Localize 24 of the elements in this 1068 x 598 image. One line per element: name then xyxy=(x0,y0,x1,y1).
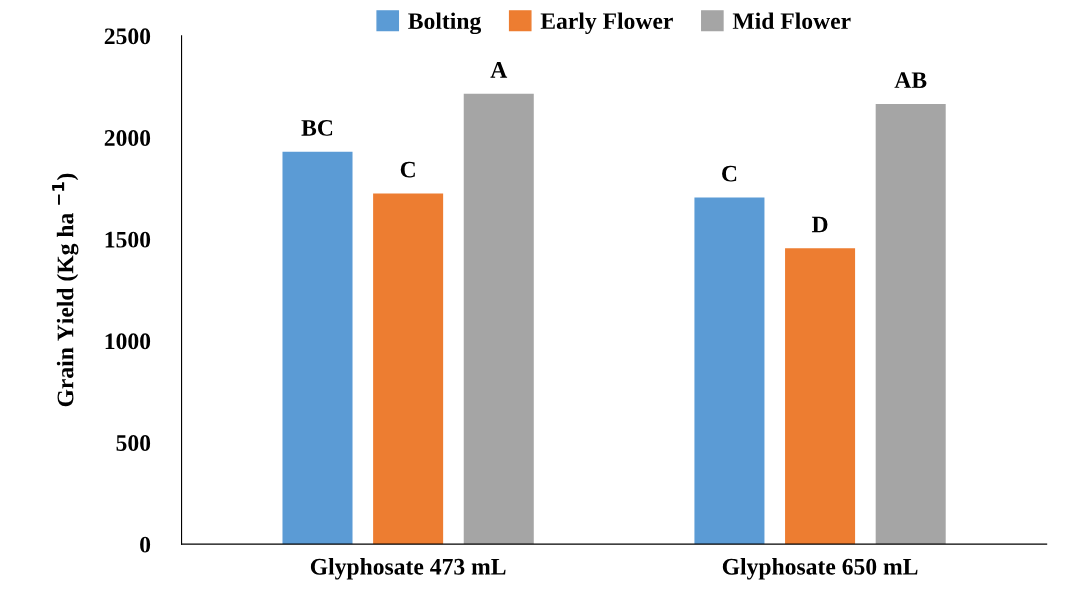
legend-label: Early Flower xyxy=(540,12,673,34)
y-tick-label: 1000 xyxy=(105,333,151,350)
bar xyxy=(373,193,444,545)
data-label: A xyxy=(490,62,508,78)
y-tick-label: 0 xyxy=(140,536,151,553)
bar xyxy=(463,93,534,545)
legend-label: Bolting xyxy=(408,12,482,35)
y-axis-title: Grain Yield (Kg ha $^{−1}$) xyxy=(52,173,79,407)
data-label: D xyxy=(811,216,828,233)
bar xyxy=(785,248,856,545)
y-tick-label: 2500 xyxy=(104,28,151,45)
x-tick-label: Glyphosate 473 mL xyxy=(310,558,506,580)
bar xyxy=(875,103,946,545)
legend-label: Mid Flower xyxy=(732,12,851,30)
x-tick-label: Glyphosate 650 mL xyxy=(722,558,918,580)
data-label: C xyxy=(722,165,737,182)
data-label: C xyxy=(400,161,415,178)
y-tick-label: 500 xyxy=(116,435,151,451)
data-label: AB xyxy=(894,72,927,88)
bar xyxy=(282,151,353,545)
y-tick-label: 2000 xyxy=(104,130,151,146)
bar xyxy=(694,197,765,545)
data-label: BC xyxy=(301,120,333,136)
y-tick-label: 1500 xyxy=(105,231,151,248)
